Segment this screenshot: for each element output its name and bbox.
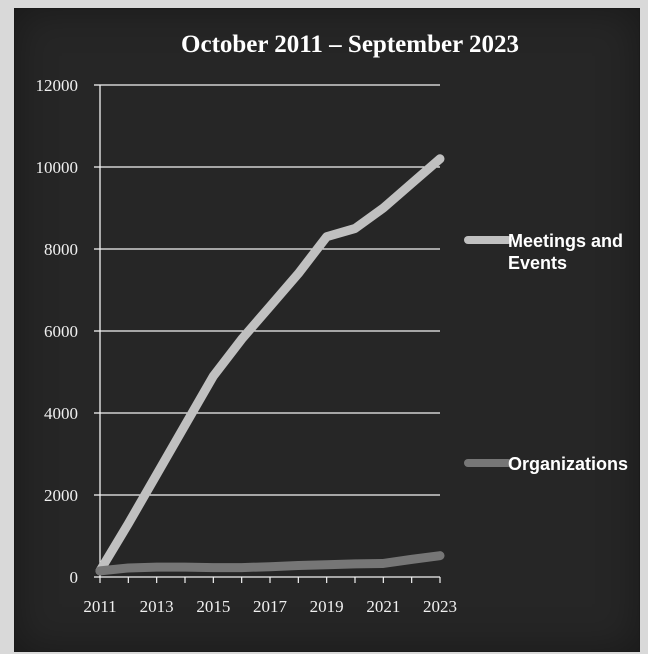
- y-tick-label: 12000: [36, 76, 79, 95]
- x-tick-label: 2013: [140, 597, 174, 616]
- series-line-0: [95, 154, 445, 576]
- series-line-1: [95, 551, 445, 576]
- legend-label: Organizations: [508, 454, 628, 474]
- y-tick-label: 10000: [36, 158, 79, 177]
- x-tick-label: 2017: [253, 597, 288, 616]
- legend-label: Meetings and: [508, 231, 623, 251]
- y-axis-ticks: 0 2000 4000 6000 8000 10000 12000: [36, 76, 100, 587]
- y-tick-label: 2000: [44, 486, 78, 505]
- chart-title: October 2011 – September 2023: [181, 31, 519, 58]
- y-tick-label: 6000: [44, 322, 78, 341]
- x-tick-label: 2023: [423, 597, 457, 616]
- y-tick-label: 8000: [44, 240, 78, 259]
- legend-label: Events: [508, 253, 567, 273]
- x-tick-label: 2019: [310, 597, 344, 616]
- x-axis-ticks: 2011 2013 2015 2017 2019 2021 2023: [83, 577, 457, 616]
- x-tick-label: 2015: [196, 597, 230, 616]
- x-tick-label: 2011: [83, 597, 116, 616]
- x-tick-label: 2021: [366, 597, 400, 616]
- y-tick-label: 4000: [44, 404, 78, 423]
- y-tick-label: 0: [70, 568, 79, 587]
- series-lines: [95, 154, 445, 576]
- gridlines: [99, 84, 440, 578]
